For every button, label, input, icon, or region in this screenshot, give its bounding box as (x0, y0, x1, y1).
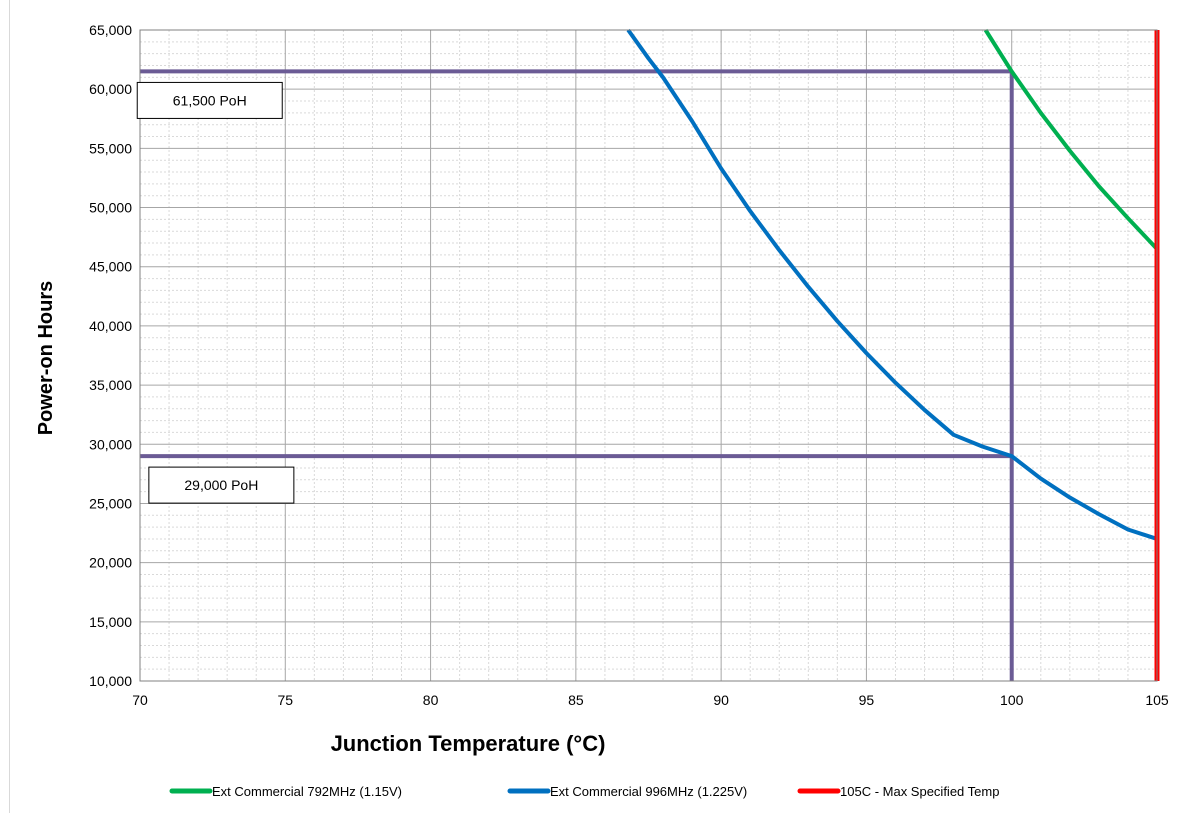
plot-area-border (139, 29, 1158, 682)
y-tick-label: 15,000 (89, 614, 132, 630)
x-axis-title: Junction Temperature (°C) (331, 731, 606, 756)
x-tick-label: 80 (423, 692, 439, 708)
x-tick-label: 100 (1000, 692, 1024, 708)
frame-left-border (9, 0, 10, 813)
y-tick-label: 20,000 (89, 555, 132, 571)
legend-label-2: Ext Commercial 996MHz (1.225V) (550, 784, 747, 799)
x-tick-label: 70 (132, 692, 148, 708)
y-tick-label: 50,000 (89, 200, 132, 216)
y-tick-label: 35,000 (89, 377, 132, 393)
x-axis-ticks: 70 75 80 85 90 95 100 105 (132, 692, 1169, 708)
callout-label: 29,000 PoH (184, 477, 258, 493)
reference-lines (140, 69, 1014, 681)
y-tick-label: 25,000 (89, 495, 132, 511)
y-axis-ticks: 10,000 15,000 20,000 25,000 30,000 35,000 40,0… (89, 22, 132, 689)
x-tick-label: 85 (568, 692, 584, 708)
series-lines (626, 28, 1160, 681)
x-tick-label: 75 (277, 692, 293, 708)
legend-label-3: 105C - Max Specified Temp (840, 784, 999, 799)
y-tick-label: 60,000 (89, 81, 132, 97)
y-tick-label: 30,000 (89, 436, 132, 452)
x-tick-label: 105 (1145, 692, 1169, 708)
y-tick-label: 55,000 (89, 140, 132, 156)
callout-box (136, 81, 283, 119)
callouts: 61,500 PoH 29,000 PoH (136, 81, 295, 504)
y-tick-label: 45,000 (89, 259, 132, 275)
legend-label-1: Ext Commercial 792MHz (1.15V) (212, 784, 402, 799)
major-grid (140, 30, 1157, 681)
minor-grid (140, 30, 1157, 681)
x-tick-label: 95 (859, 692, 875, 708)
series-line-1 (983, 28, 1159, 251)
callout-label: 61,500 PoH (173, 92, 247, 108)
x-tick-label: 90 (713, 692, 729, 708)
callout-box (148, 466, 295, 504)
series-line-2 (626, 28, 1158, 541)
y-axis-title: Power-on Hours (35, 281, 57, 435)
y-tick-label: 40,000 (89, 318, 132, 334)
legend: Ext Commercial 792MHz (1.15V) Ext Commerc… (169, 784, 999, 799)
y-tick-label: 10,000 (89, 673, 132, 689)
y-tick-label: 65,000 (89, 22, 132, 38)
